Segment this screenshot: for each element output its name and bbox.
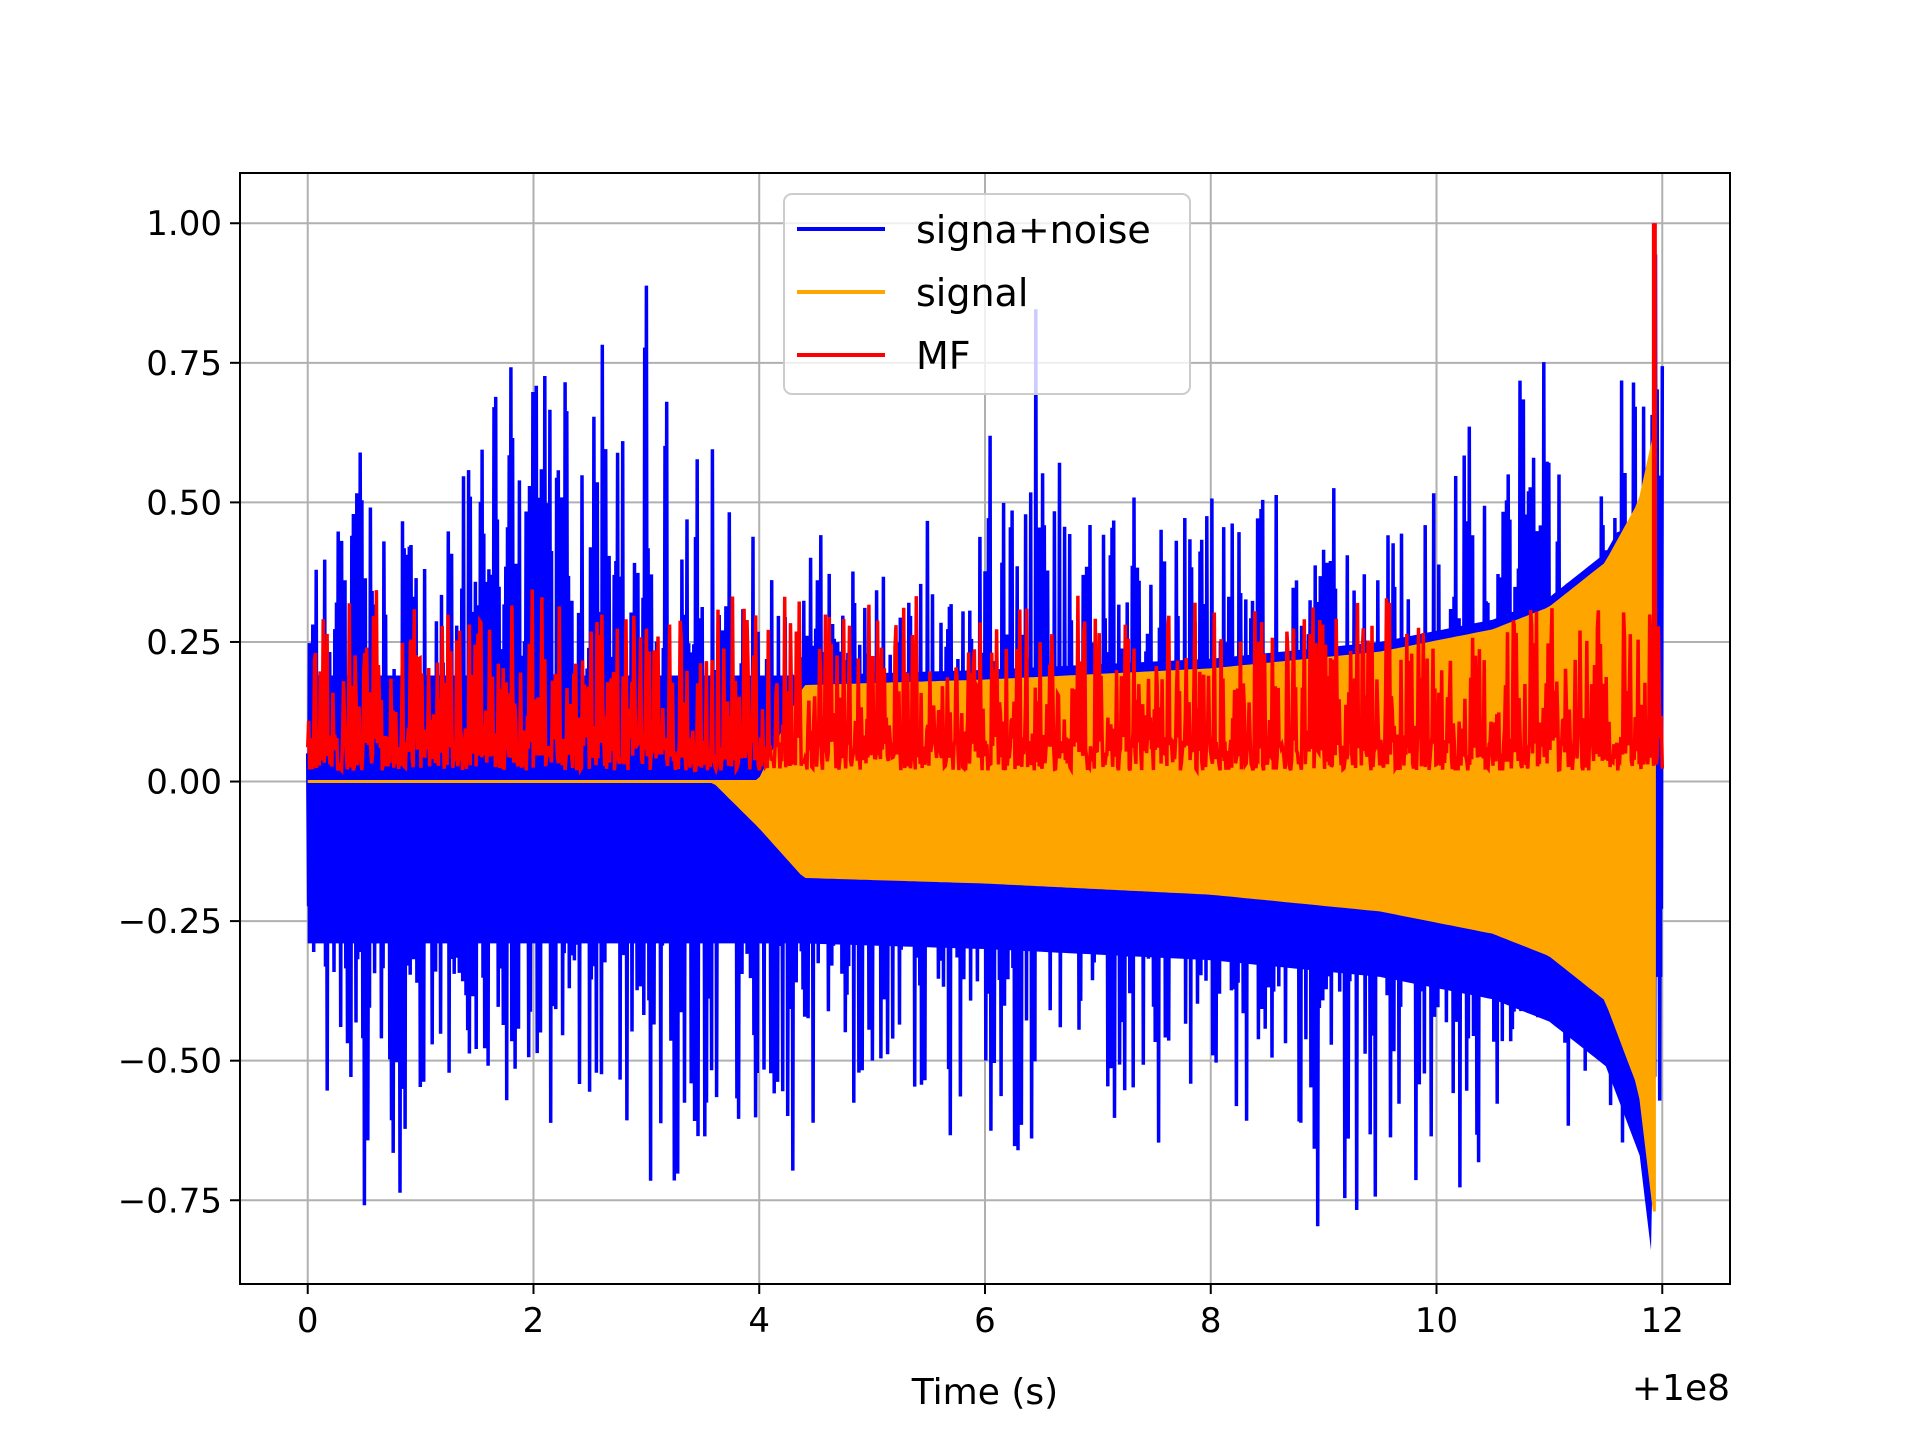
legend-label-signa-noise: signa+noise (916, 208, 1151, 252)
x-tick-label: 8 (1200, 1301, 1222, 1341)
x-tick-label: 12 (1641, 1301, 1684, 1341)
y-tick-label: 0.00 (146, 763, 222, 803)
axis-ticks: 0 2 4 6 8 10 12 −0.75 −0.50 −0.25 0.00 0.25 0.50 0.75… (118, 204, 1684, 1341)
x-tick-label: 10 (1415, 1301, 1458, 1341)
y-tick-label: 0.50 (146, 483, 222, 523)
area-signal (307, 435, 1656, 1212)
legend: signa+noise signal MF (783, 193, 1191, 395)
y-tick-label: 0.25 (146, 623, 222, 663)
legend-label-signal: signal (916, 271, 1028, 315)
legend-box (783, 193, 1191, 395)
x-offset-label: +1e8 (1632, 1368, 1730, 1409)
series-layer (305, 223, 1665, 1251)
x-tick-label: 0 (297, 1301, 319, 1341)
x-axis-label: Time (s) (911, 1372, 1058, 1413)
legend-label-mf: MF (916, 334, 971, 378)
x-tick-label: 4 (748, 1301, 770, 1341)
y-tick-label: −0.50 (118, 1042, 222, 1082)
series-signal (307, 435, 1656, 1212)
y-tick-label: 0.75 (146, 344, 222, 384)
y-tick-label: 1.00 (146, 204, 222, 244)
x-tick-label: 6 (974, 1301, 996, 1341)
x-tick-label: 2 (523, 1301, 545, 1341)
y-tick-label: −0.75 (118, 1181, 222, 1221)
y-tick-label: −0.25 (118, 902, 222, 942)
line-mf (305, 223, 1665, 777)
series-mf (305, 223, 1665, 777)
